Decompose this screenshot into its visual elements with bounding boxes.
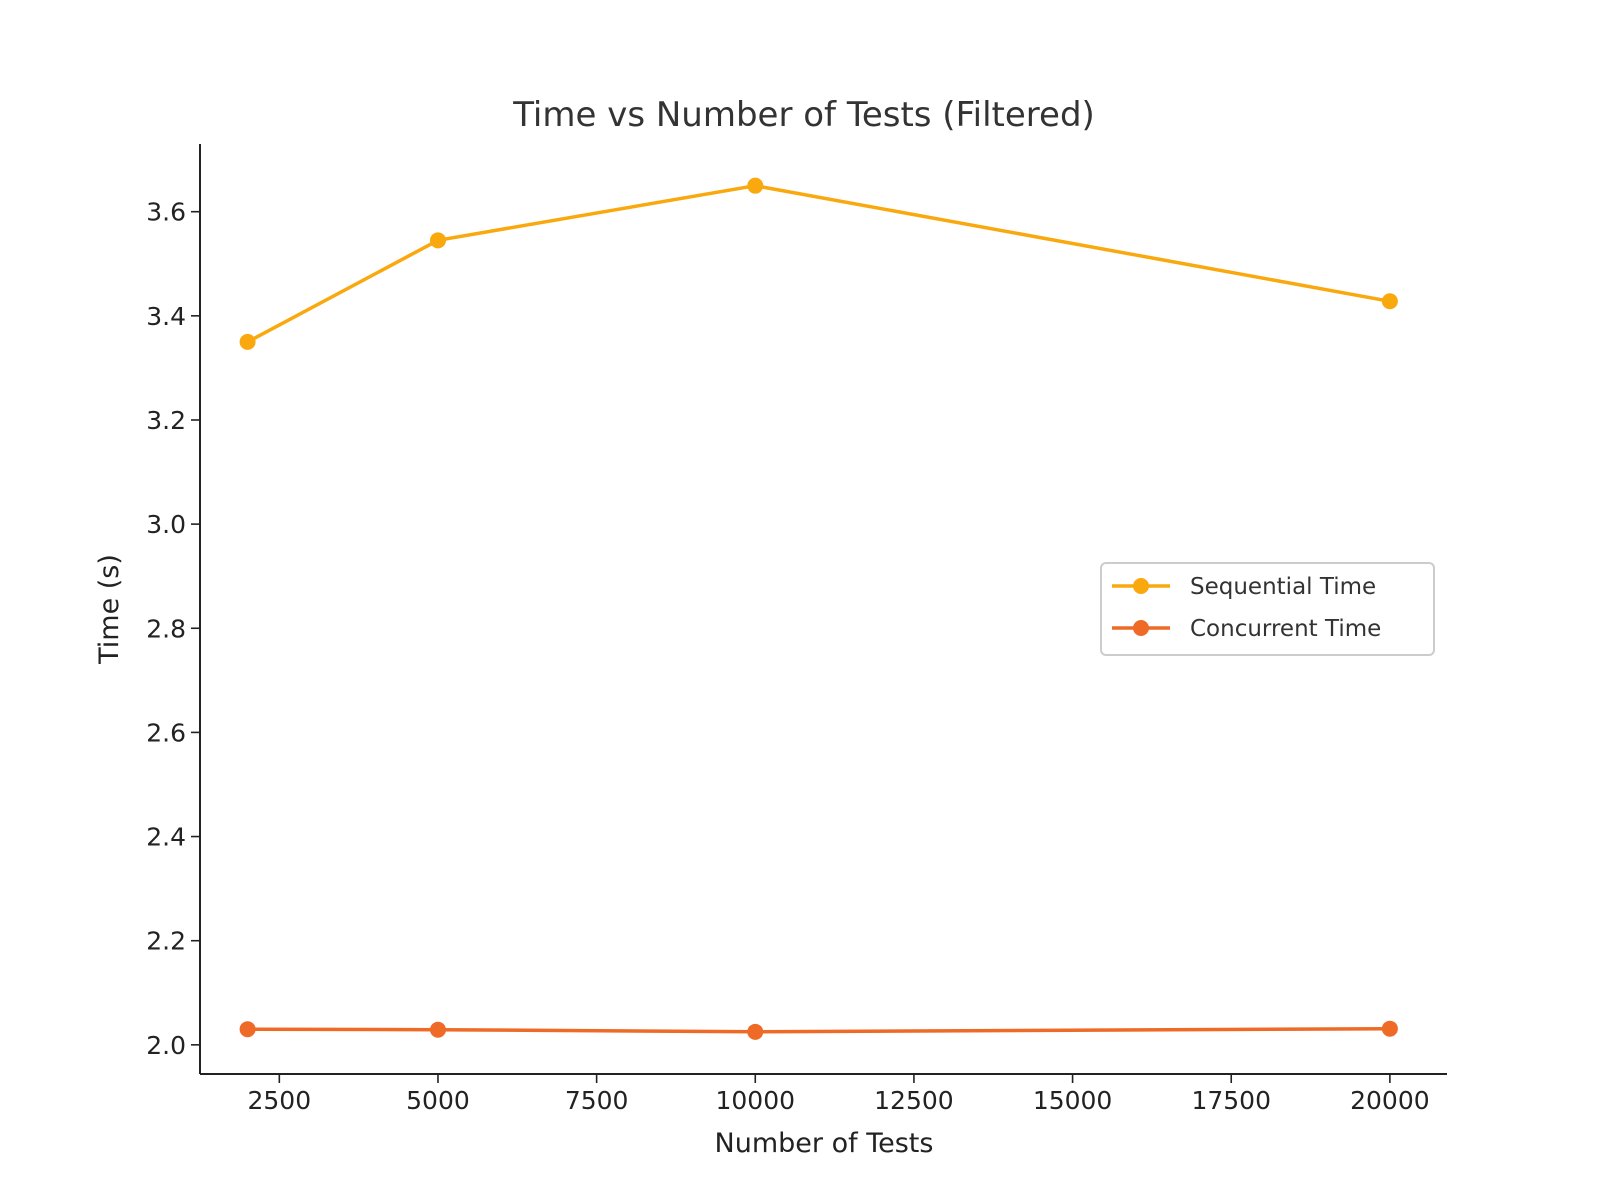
data-point-sequential-time [429,232,446,249]
legend-marker-sequential [1133,578,1149,594]
y-tick-label: 2.6 [146,718,186,747]
y-tick-label: 2.0 [146,1031,186,1060]
series-line-concurrent-time [245,1026,1392,1034]
x-tick-label: 12500 [874,1086,954,1115]
legend: Sequential Time Concurrent Time [1100,562,1435,656]
plot-area: 2500 5000 7500 10000 12500 15000 17500 20000 2.… [146,144,1447,1115]
x-ticks: 2500 5000 7500 10000 12500 15000 17500 20000 [248,1074,1430,1115]
data-point-concurrent-time [429,1021,446,1038]
data-point-concurrent-time [1381,1020,1398,1037]
data-point-sequential-time [747,177,764,194]
x-tick-label: 2500 [248,1086,312,1115]
legend-box [1100,562,1435,656]
x-tick-label: 10000 [716,1086,796,1115]
series-sequential-time [239,177,1398,350]
x-axis-label: Number of Tests [715,1128,934,1159]
data-point-sequential-time [1381,293,1398,310]
x-tick-label: 7500 [565,1086,629,1115]
y-tick-label: 3.6 [146,198,186,227]
x-tick-label: 17500 [1191,1086,1271,1115]
legend-label-sequential: Sequential Time [1190,574,1376,600]
y-tick-label: 3.4 [146,302,186,331]
data-point-concurrent-time [747,1023,764,1040]
chart-title: Time vs Number of Tests (Filtered) [512,95,1095,135]
legend-entry-sequential: Sequential Time [1112,574,1376,600]
series-line-sequential-time [245,183,1392,344]
x-tick-label: 20000 [1350,1086,1430,1115]
legend-marker-concurrent [1133,620,1149,636]
y-tick-label: 3.0 [146,510,186,539]
x-tick-label: 5000 [406,1086,470,1115]
legend-label-concurrent: Concurrent Time [1190,616,1381,642]
y-tick-label: 3.2 [146,406,186,435]
legend-entry-concurrent: Concurrent Time [1112,616,1381,642]
series-concurrent-time [239,1020,1398,1040]
x-tick-label: 15000 [1033,1086,1113,1115]
y-axis-label: Time (s) [94,554,125,665]
y-tick-label: 2.8 [146,614,186,643]
series-layer [239,177,1398,1040]
y-tick-label: 2.4 [146,823,186,852]
data-point-sequential-time [239,333,256,350]
y-tick-label: 2.2 [146,927,186,956]
data-point-concurrent-time [239,1021,256,1038]
y-ticks: 2.0 2.2 2.4 2.6 2.8 3.0 3.2 3.4 3.6 [146,198,200,1060]
